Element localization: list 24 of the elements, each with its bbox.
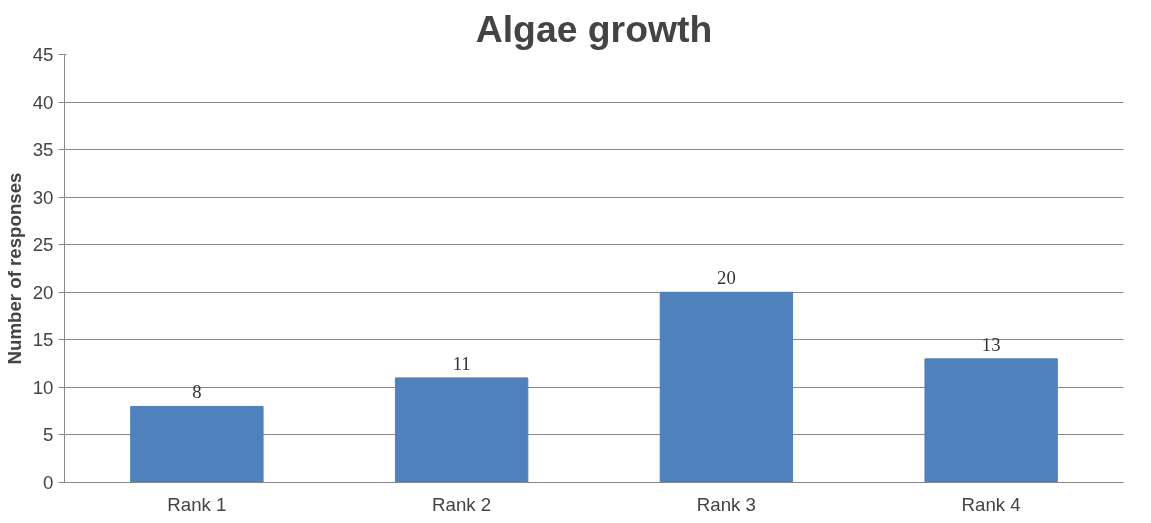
x-tick-label: Rank 4: [961, 493, 1021, 515]
bar: [130, 405, 264, 483]
bar: [394, 377, 529, 483]
y-tick-label: 15: [32, 329, 54, 351]
y-tick-label: 35: [32, 139, 54, 161]
y-axis-title: Number of responses: [3, 172, 25, 365]
data-label: 8: [192, 381, 202, 403]
y-tick-label: 0: [43, 472, 54, 493]
x-tick-label: Rank 3: [696, 493, 756, 515]
data-label: 20: [717, 267, 736, 289]
y-tick-label: 20: [32, 281, 54, 303]
data-label: 13: [981, 333, 1001, 355]
x-tick-label: Rank 1: [167, 493, 227, 515]
x-tick-label: Rank 2: [432, 493, 492, 515]
y-tick-label: 30: [32, 186, 54, 208]
chart-title: Algae growth: [475, 7, 713, 50]
y-tick-label: 10: [32, 376, 54, 398]
bar: [924, 358, 1058, 483]
y-tick-label: 5: [43, 424, 54, 446]
y-tick-label: 25: [32, 234, 54, 256]
y-tick-label: 45: [32, 44, 54, 65]
y-tick-label: 40: [32, 91, 54, 113]
bar: [659, 291, 794, 483]
data-label: 11: [452, 352, 471, 374]
